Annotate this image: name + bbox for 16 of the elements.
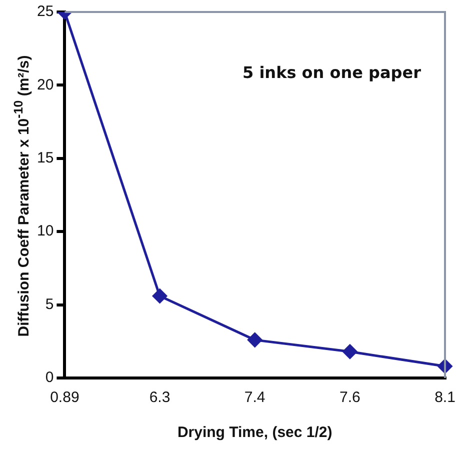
y-tick-label: 20 [36,76,54,94]
x-tick-label: 6.3 [149,389,170,406]
x-axis-title: Drying Time, (sec 1/2) [177,424,332,442]
x-tick-label: 8.1 [434,389,456,406]
y-tick-label: 0 [45,369,54,386]
x-tick-label: 0.89 [50,389,80,406]
point [342,344,358,359]
x-tick-label: 7.4 [244,389,266,406]
y-tick-label: 10 [36,222,54,240]
y-tick-label: 15 [36,150,54,167]
y-tick-label: 25 [36,3,54,20]
y-tick-label: 5 [45,296,54,313]
point [152,288,168,304]
annotation: 5 inks on one paper [242,63,422,82]
point [248,332,262,348]
x-tick-label: 7.6 [339,389,360,406]
